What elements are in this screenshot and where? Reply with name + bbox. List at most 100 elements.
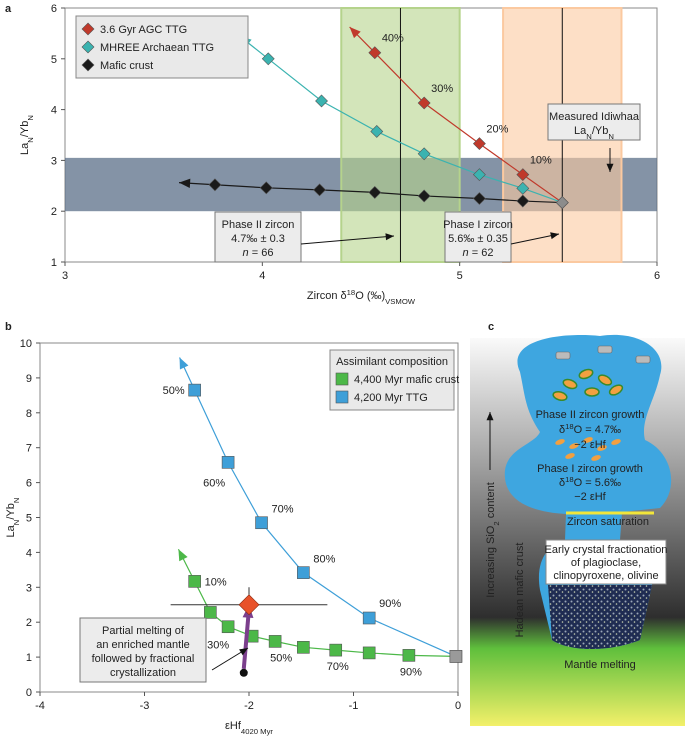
xenolith (635, 355, 651, 364)
legend-title: Assimilant composition (336, 356, 448, 368)
marker (261, 52, 275, 66)
marker (362, 646, 376, 660)
marker (313, 183, 326, 197)
marker (297, 566, 310, 579)
text-part: 18 (565, 475, 574, 484)
marker (368, 185, 382, 199)
marker (417, 189, 431, 203)
y-tick-label: 1 (51, 257, 57, 269)
text-part: La (5, 524, 17, 537)
annotation-text: Phase II zircon (222, 219, 295, 231)
phase-i-zircon (583, 437, 593, 443)
y-tick-label: 10 (20, 338, 32, 350)
annotation-text: Partial melting of (102, 625, 185, 637)
marker (297, 641, 310, 654)
xenolith (555, 351, 571, 360)
phase-ii-zircon (597, 374, 613, 386)
x-tick-label: 0 (455, 700, 461, 712)
phase-i-text: δ18O = 5.6‰ (559, 475, 621, 490)
phase-ii-text: −2 εHf (574, 439, 606, 451)
annotation-box (444, 211, 512, 263)
annotation-text: an enriched mantle (96, 639, 190, 651)
text-part: O = 4.7‰ (574, 424, 621, 436)
marker (204, 606, 217, 619)
y-axis-label: LaN/YbN (5, 498, 21, 538)
x-tick-label: 3 (62, 270, 68, 282)
text-part: /Yb (592, 125, 609, 137)
legend-marker (81, 58, 95, 72)
x-tick-label: -3 (140, 700, 150, 712)
panel-label: a (5, 3, 12, 15)
point-label: 90% (400, 666, 422, 678)
marker (472, 192, 486, 205)
text-part: 4020 Myr (241, 727, 273, 736)
text-part: = 62 (469, 247, 494, 259)
marker (259, 181, 273, 195)
marker (370, 125, 384, 138)
text-part: 18 (565, 422, 574, 431)
arrow (300, 235, 395, 245)
point-label: 90% (379, 598, 401, 610)
text-part: N (12, 498, 21, 504)
text-part: N (26, 137, 35, 143)
text-part: N (26, 115, 35, 121)
measured-point (238, 594, 260, 616)
phase-i-zircon (591, 455, 601, 461)
series-line (194, 389, 457, 657)
phase-ii-zircon (562, 378, 578, 390)
phase-ii-text: Phase II zircon growth (536, 409, 645, 421)
text-part: δ (559, 424, 565, 436)
text-part: La (574, 125, 587, 137)
y-tick-label: 2 (26, 617, 32, 629)
y-tick-label: 0 (26, 687, 32, 699)
text-part: δ (559, 477, 565, 489)
fractionation-text: of plagioclase, (571, 557, 641, 569)
panel-label: b (5, 321, 12, 333)
y-axis-label: LaN/YbN (19, 115, 35, 155)
series-line (194, 581, 456, 658)
y-tick-label: 8 (26, 408, 32, 420)
sio2-label: Increasing SiO2 content (485, 482, 501, 598)
x-tick-label: -2 (244, 700, 254, 712)
phase-i-text: Phase I zircon growth (537, 463, 643, 475)
phase-ii-zircon (584, 387, 600, 397)
point-label: 40% (382, 33, 404, 45)
legend-box (75, 15, 249, 79)
y-tick-label: 3 (51, 155, 57, 167)
phase-i-zircon (565, 453, 575, 459)
point-label: 30% (431, 83, 453, 95)
y-tick-label: 9 (26, 373, 32, 385)
phase-i-zircon (555, 439, 565, 445)
y-tick-label: 1 (26, 652, 32, 664)
x-tick-label: 4 (259, 270, 265, 282)
marker (472, 137, 486, 151)
text-part: n (243, 247, 249, 259)
x-tick-label: 5 (457, 270, 463, 282)
point-label: 50% (163, 385, 185, 397)
arrow-head (606, 163, 614, 172)
text-part: /Yb (19, 121, 31, 138)
legend-marker (335, 390, 349, 404)
marker (268, 635, 282, 648)
text-part: n (463, 247, 469, 259)
marker (368, 46, 382, 60)
text-part: εHf (225, 720, 242, 732)
legend-label: Mafic crust (100, 60, 153, 72)
panel-label: c (488, 321, 494, 333)
arrow-head (349, 27, 361, 39)
y-tick-label: 5 (51, 54, 57, 66)
x-tick-label: -4 (35, 700, 45, 712)
legend-label: 4,400 Myr mafic crust (354, 374, 459, 386)
phase-i-zircon (611, 439, 621, 445)
marker (188, 383, 201, 397)
phase-ii-zircon (578, 368, 594, 380)
text-part: N (586, 132, 592, 141)
y-tick-label: 7 (26, 443, 32, 455)
marker (315, 94, 328, 108)
point-label: 80% (313, 554, 335, 566)
marker (417, 96, 431, 110)
marker (221, 456, 235, 469)
text-part: N (12, 520, 21, 526)
